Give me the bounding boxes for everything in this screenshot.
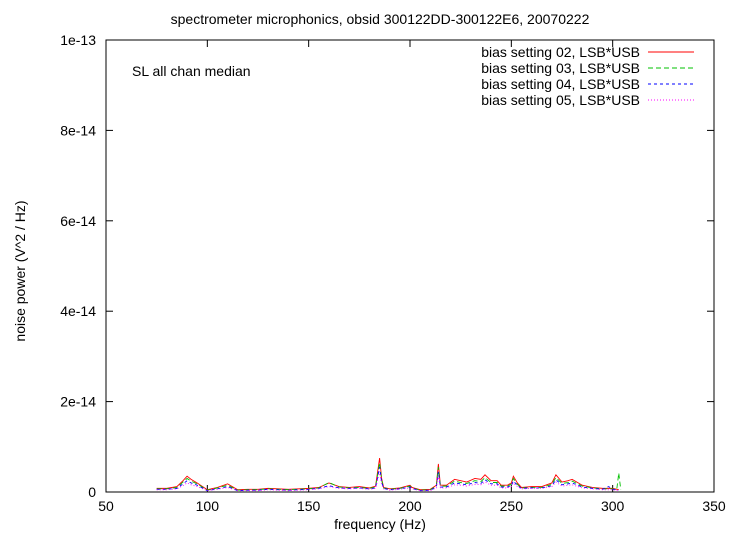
x-tick-label: 250 bbox=[500, 498, 524, 514]
x-tick-label: 50 bbox=[98, 498, 114, 514]
y-tick-label: 6e-14 bbox=[60, 213, 96, 229]
x-tick-label: 350 bbox=[702, 498, 726, 514]
series-lines bbox=[156, 458, 622, 492]
plot-area: 50 100 150 200 250 300 350 0 2e-14 4e-14 6e-14 8e-1… bbox=[60, 32, 726, 514]
x-tick-label: 300 bbox=[601, 498, 625, 514]
x-tick-label: 150 bbox=[297, 498, 321, 514]
legend-label: bias setting 04, LSB*USB bbox=[481, 76, 640, 92]
y-tick-label: 0 bbox=[88, 484, 96, 500]
y-axis-label: noise power (V^2 / Hz) bbox=[12, 200, 28, 341]
series-line bbox=[156, 471, 619, 492]
series-line bbox=[156, 467, 619, 492]
legend-label: bias setting 05, LSB*USB bbox=[481, 92, 640, 108]
y-tick-label: 4e-14 bbox=[60, 303, 96, 319]
legend-label: bias setting 03, LSB*USB bbox=[481, 60, 640, 76]
y-tick-label: 1e-13 bbox=[60, 32, 96, 48]
x-tick-label: 200 bbox=[398, 498, 422, 514]
legend-label: bias setting 02, LSB*USB bbox=[481, 44, 640, 60]
x-tick-label: 100 bbox=[196, 498, 220, 514]
y-tick-label: 2e-14 bbox=[60, 394, 96, 410]
y-tick-label: 8e-14 bbox=[60, 122, 96, 138]
chart-annotation: SL all chan median bbox=[132, 63, 251, 79]
x-axis-label: frequency (Hz) bbox=[334, 516, 426, 532]
axis-ticks: 50 100 150 200 250 300 350 0 2e-14 4e-14 6e-14 8e-1… bbox=[60, 32, 726, 514]
series-line bbox=[156, 462, 622, 491]
chart-title: spectrometer microphonics, obsid 300122D… bbox=[171, 11, 590, 27]
